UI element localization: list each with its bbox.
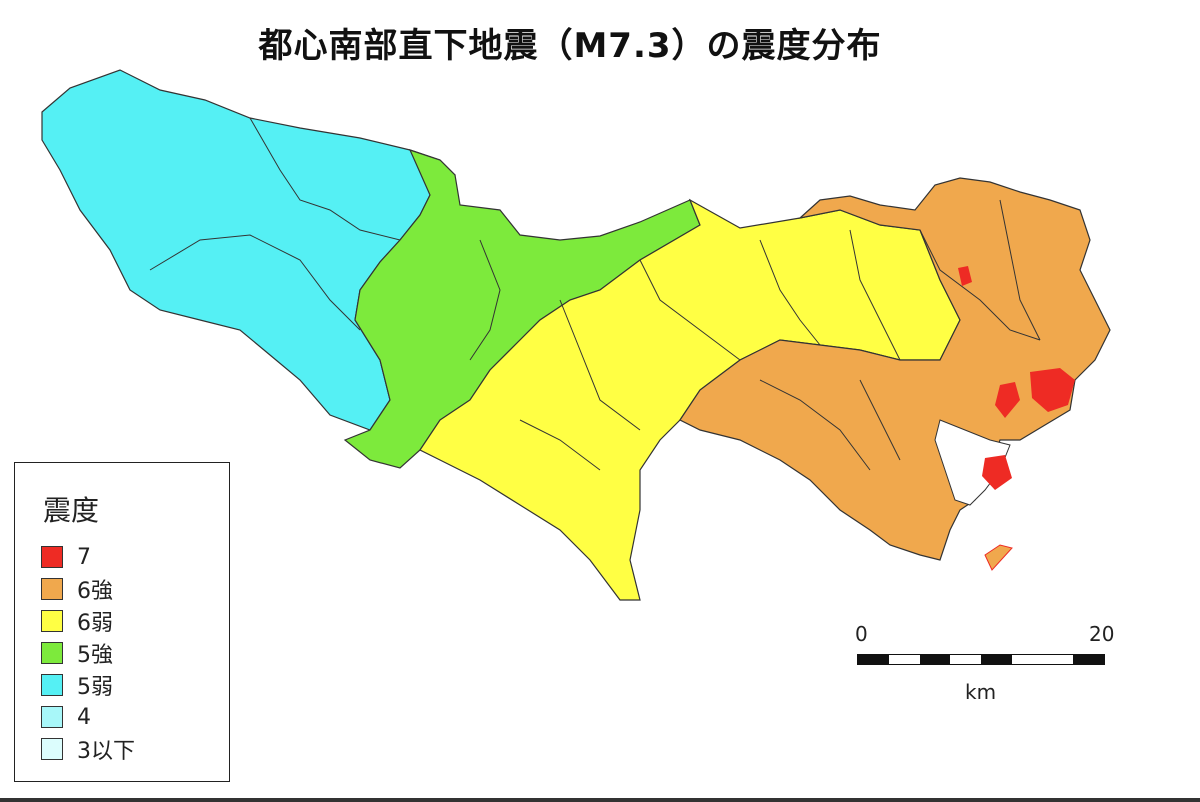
legend-label: 6弱 — [77, 611, 113, 636]
map-legend: 震度 7 6強 6弱 5強 5弱 4 3以下 — [14, 462, 230, 782]
legend-label: 5強 — [77, 643, 113, 668]
legend-swatch — [41, 674, 63, 696]
ward-boundaries — [149, 117, 1041, 471]
scale-bar: 0 20 km — [855, 622, 1115, 712]
region-intensity-7-d — [958, 266, 972, 286]
legend-title: 震度 — [43, 494, 100, 527]
legend-label: 6強 — [77, 579, 113, 604]
legend-row: 4 — [41, 701, 135, 733]
legend-row: 3以下 — [41, 733, 135, 765]
region-intensity-7-a — [1030, 368, 1075, 412]
legend-swatch — [41, 738, 63, 760]
scale-min-label: 0 — [855, 622, 868, 646]
region-intensity-7-c — [982, 455, 1012, 490]
legend-row: 7 — [41, 541, 135, 573]
legend-row: 5弱 — [41, 669, 135, 701]
legend-row: 6弱 — [41, 605, 135, 637]
legend-label: 4 — [77, 704, 91, 730]
legend-swatch — [41, 578, 63, 600]
scale-strip — [857, 654, 1105, 665]
legend-swatch — [41, 706, 63, 728]
legend-label: 5弱 — [77, 675, 113, 700]
legend-items: 7 6強 6弱 5強 5弱 4 3以下 — [41, 541, 135, 765]
bottom-frame-line — [0, 798, 1200, 802]
scale-unit: km — [965, 680, 997, 704]
map-title: 都心南部直下地震（M7.3）の震度分布 — [258, 26, 882, 66]
legend-swatch — [41, 546, 63, 568]
region-intensity-6-upper — [679, 177, 1111, 561]
legend-row: 6強 — [41, 573, 135, 605]
legend-label: 3以下 — [77, 739, 135, 764]
legend-label: 7 — [77, 544, 91, 570]
legend-swatch — [41, 642, 63, 664]
legend-swatch — [41, 610, 63, 632]
region-intensity-7-b — [995, 382, 1020, 418]
scale-max-label: 20 — [1089, 622, 1115, 646]
legend-row: 5強 — [41, 637, 135, 669]
bay-water — [934, 419, 1011, 506]
island-strip — [984, 544, 1013, 571]
